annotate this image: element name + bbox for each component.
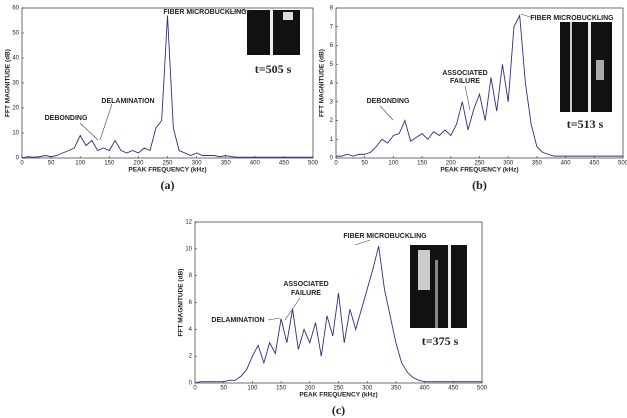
x-axis-label: PEAK FREQUENCY (kHz) <box>440 167 518 174</box>
annotation: DELAMINATION <box>101 98 154 105</box>
x-axis-label: PEAK FREQUENCY (kHz) <box>299 392 377 399</box>
x-tick-label: 450 <box>448 386 459 392</box>
y-tick-label: 20 <box>12 106 19 112</box>
data-line <box>21 15 313 159</box>
x-tick-label: 400 <box>250 161 261 167</box>
x-tick-label: 250 <box>162 161 173 167</box>
y-tick-label: 6 <box>330 43 334 49</box>
x-tick-label: 450 <box>279 161 290 167</box>
annotation-arrow <box>267 317 281 321</box>
annotation-arrow <box>464 85 471 111</box>
x-tick-label: 50 <box>361 161 368 167</box>
x-tick-label: 150 <box>104 161 115 167</box>
y-tick-label: 8 <box>330 6 334 12</box>
x-tick-label: 400 <box>561 161 572 167</box>
y-tick-label: 5 <box>330 62 334 68</box>
y-tick-label: 6 <box>189 300 193 306</box>
x-tick-label: 100 <box>75 161 86 167</box>
y-tick-label: 8 <box>189 273 193 279</box>
annotation: FAILURE <box>450 78 480 85</box>
x-tick-label: 200 <box>446 161 457 167</box>
caption: (a) <box>161 178 175 192</box>
y-tick-label: 60 <box>12 6 19 12</box>
y-tick-label: 40 <box>12 56 19 62</box>
annotation-arrow <box>99 103 113 141</box>
y-tick-label: 30 <box>12 81 19 87</box>
annotation-arrow <box>79 122 99 141</box>
annotation: FIBER MICROBUCKLING <box>163 9 247 16</box>
x-tick-label: 350 <box>221 161 232 167</box>
annotation-arrow <box>284 297 301 321</box>
x-tick-label: 150 <box>276 386 287 392</box>
time-label: t=505 s <box>255 62 292 76</box>
annotation: ASSOCIATED <box>442 70 487 77</box>
x-tick-label: 500 <box>308 161 319 167</box>
annotation-arrow <box>379 105 394 121</box>
y-tick-label: 1 <box>330 137 334 143</box>
annotation-arrow <box>227 9 251 13</box>
annotation-arrow <box>520 13 534 19</box>
x-axis-label: PEAK FREQUENCY (kHz) <box>128 167 206 174</box>
annotation: ASSOCIATED <box>283 281 328 288</box>
y-tick-label: 10 <box>12 131 19 137</box>
x-tick-label: 0 <box>193 386 197 392</box>
x-tick-label: 500 <box>477 386 488 392</box>
x-tick-label: 250 <box>333 386 344 392</box>
time-label: t=513 s <box>567 117 604 131</box>
time-label: t=375 s <box>422 334 459 348</box>
y-tick-label: 4 <box>330 81 334 87</box>
inset-a <box>247 10 300 55</box>
y-tick-label: 0 <box>330 156 334 162</box>
annotation: DELAMINATION <box>211 317 264 324</box>
y-axis-label: FFT MAGNITUDE (dB) <box>319 49 326 117</box>
y-tick-label: 3 <box>330 99 334 105</box>
x-tick-label: 0 <box>20 161 24 167</box>
y-tick-label: 0 <box>189 381 193 387</box>
data-line <box>194 246 482 384</box>
y-tick-label: 4 <box>189 327 193 333</box>
annotation: FIBER MICROBUCKLING <box>343 233 427 240</box>
x-tick-label: 50 <box>220 386 227 392</box>
y-axis-label: FFT MAGNITUDE (dB) <box>178 269 185 337</box>
x-tick-label: 300 <box>362 386 373 392</box>
annotation: FAILURE <box>291 290 321 297</box>
caption: (b) <box>472 178 487 192</box>
inset-c <box>410 245 467 328</box>
x-tick-label: 300 <box>503 161 514 167</box>
x-tick-label: 50 <box>48 161 55 167</box>
y-tick-label: 7 <box>330 24 334 30</box>
y-tick-label: 12 <box>185 220 192 226</box>
y-tick-label: 0 <box>16 156 20 162</box>
x-tick-label: 350 <box>391 386 402 392</box>
x-tick-label: 450 <box>589 161 600 167</box>
annotation: DEBONDING <box>367 98 410 105</box>
y-tick-label: 50 <box>12 31 19 37</box>
x-tick-label: 200 <box>133 161 144 167</box>
y-tick-label: 2 <box>330 118 334 124</box>
annotation: DEBONDING <box>45 115 88 122</box>
x-tick-label: 350 <box>532 161 543 167</box>
caption: (c) <box>332 403 345 417</box>
data-line <box>336 13 623 157</box>
x-tick-label: 300 <box>192 161 203 167</box>
annotation-arrow <box>354 239 371 246</box>
x-tick-label: 250 <box>474 161 485 167</box>
x-tick-label: 150 <box>417 161 428 167</box>
x-tick-label: 400 <box>420 386 431 392</box>
y-tick-label: 10 <box>185 246 192 252</box>
inset-b <box>560 22 612 112</box>
y-tick-label: 2 <box>189 354 193 360</box>
x-tick-label: 200 <box>305 386 316 392</box>
x-tick-label: 500 <box>618 161 627 167</box>
y-axis-label: FFT MAGNITUDE (dB) <box>5 49 12 117</box>
x-tick-label: 0 <box>334 161 338 167</box>
x-tick-label: 100 <box>247 386 258 392</box>
x-tick-label: 100 <box>388 161 399 167</box>
annotation: FIBER MICROBUCKLING <box>530 15 614 22</box>
